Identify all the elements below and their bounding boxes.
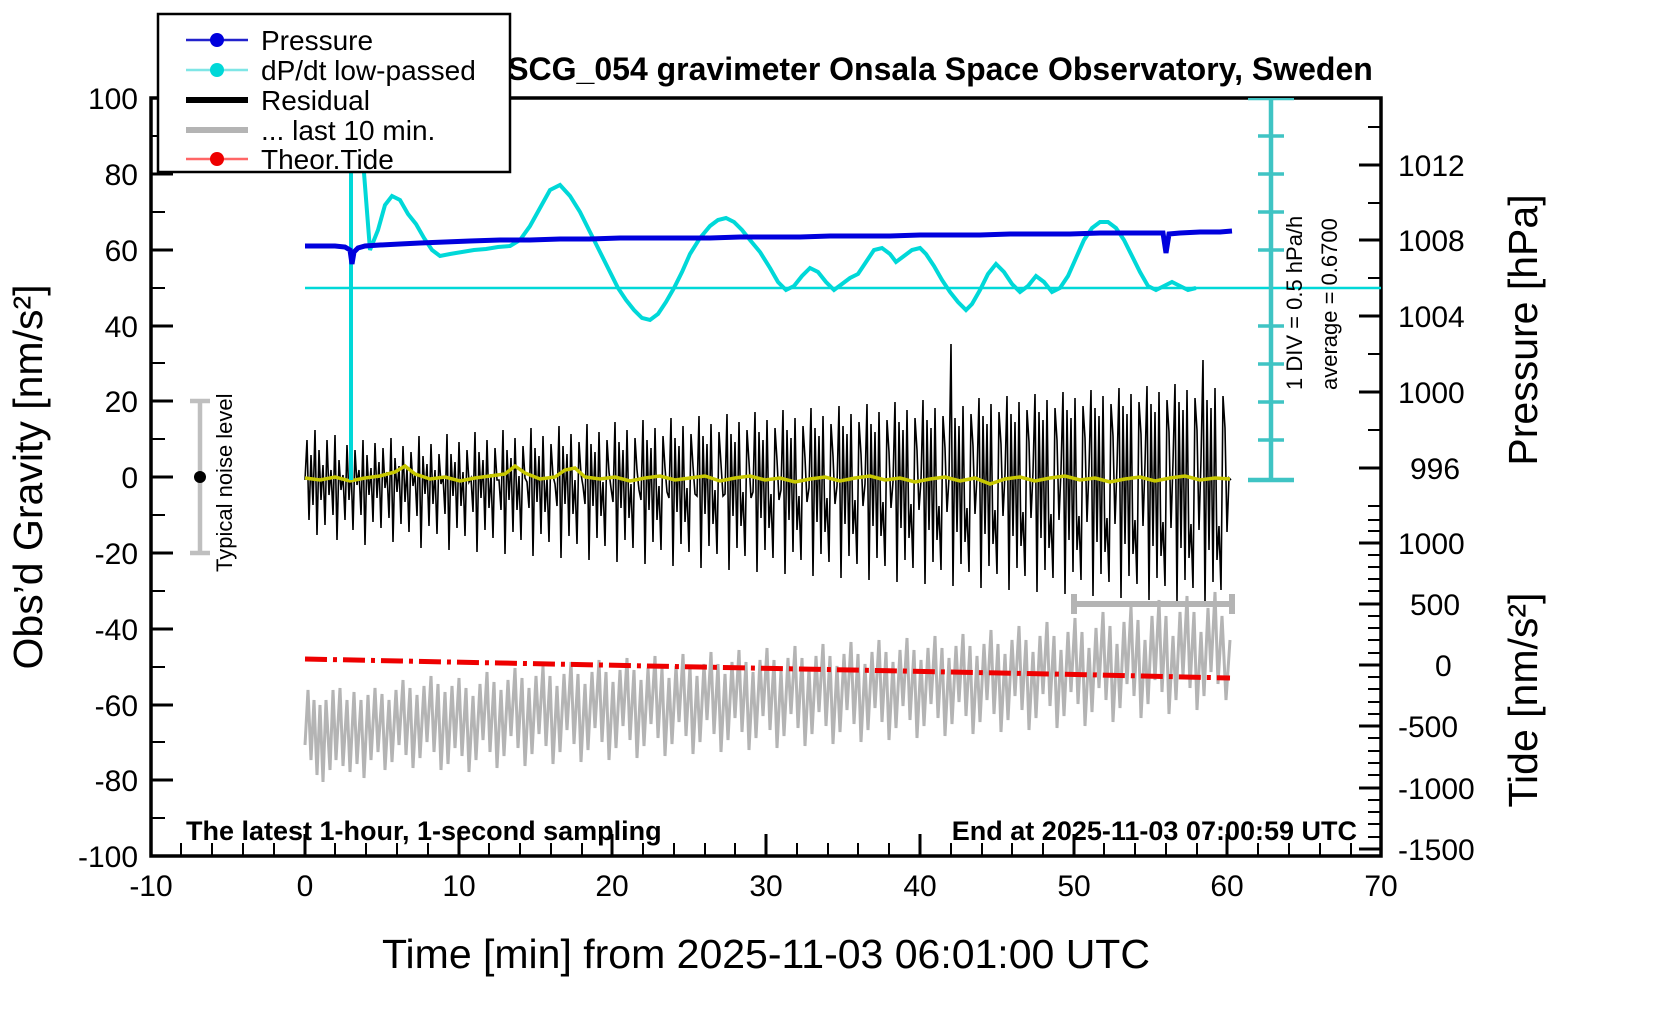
y-right-pressure-title: Pressure [hPa] [1500,194,1546,465]
y-left-tick-40: 40 [105,311,138,344]
y-right-pressure-tick-1008: 1008 [1398,225,1465,258]
legend[interactable]: Pressure dP/dt low-passed Residual ... l… [156,12,512,175]
legend-item-residual[interactable]: Residual [186,85,370,116]
y-right-pressure-tick-996: 996 [1410,453,1460,486]
x-tick-30: 30 [749,870,782,903]
series-theor-tide-trace [304,656,1231,681]
legend-marker-theor-tide [210,152,224,166]
bottom-right-annotation: End at 2025-11-03 07:00:59 UTC [952,816,1357,846]
x-tick-0: 0 [297,870,314,903]
noise-level-marker [190,398,210,556]
noise-level-label: Typical noise level [212,393,237,572]
series-last10-trace [303,591,1232,783]
y-right-tide-tick-1000: 1000 [1398,528,1465,561]
y-left-tick-neg60: -60 [95,690,138,723]
y-left-tick-100: 100 [88,83,138,116]
dpdt-average-label: average = 0.6700 [1317,218,1342,390]
x-tick-neg10: -10 [129,870,172,903]
series-residual-trace [304,343,1232,605]
y-right-tide-tick-neg500: -500 [1398,711,1458,744]
y-left-tick-neg40: -40 [95,614,138,647]
x-axis: -10 0 10 20 30 40 50 60 70 [129,834,1398,903]
legend-marker-dpdt [210,63,224,77]
y-right-pressure-tick-1004: 1004 [1398,301,1465,334]
x-tick-10: 10 [442,870,475,903]
x-tick-60: 60 [1210,870,1243,903]
legend-item-dpdt[interactable]: dP/dt low-passed [186,55,476,86]
legend-marker-pressure [210,33,224,47]
y-left-axis: 100 80 60 40 20 0 -20 -40 -60 -80 -100 [78,83,173,874]
y-right-tide-tick-0: 0 [1435,650,1452,683]
y-right-axis: 1012 1008 1004 1000 996 1000 500 0 -500 … [1359,126,1475,867]
y-left-tick-60: 60 [105,235,138,268]
legend-label-dpdt: dP/dt low-passed [261,55,476,86]
legend-item-last10[interactable]: ... last 10 min. [186,115,435,146]
series-pressure-trace [305,228,1233,265]
y-left-tick-20: 20 [105,386,138,419]
legend-label-pressure: Pressure [261,25,373,56]
y-right-pressure-tick-1000: 1000 [1398,377,1465,410]
legend-item-pressure[interactable]: Pressure [186,25,373,56]
dpdt-division-label: 1 DIV = 0.5 hPa/h [1282,216,1307,390]
legend-label-residual: Residual [261,85,370,116]
legend-label-theor-tide: Theor.Tide [261,144,394,175]
y-left-axis-title: Obs’d Gravity [nm/s²] [5,284,51,669]
y-right-tide-title: Tide [nm/s²] [1500,593,1546,808]
x-tick-50: 50 [1057,870,1090,903]
x-tick-70: 70 [1364,870,1397,903]
y-left-tick-neg80: -80 [95,765,138,798]
bottom-left-annotation: The latest 1-hour, 1-second sampling [186,816,662,846]
y-left-tick-0: 0 [121,462,138,495]
dpdt-scale-bar [1248,98,1294,483]
last10-range-bar [1071,594,1235,614]
y-left-tick-neg100: -100 [78,841,138,874]
legend-label-last10: ... last 10 min. [261,115,435,146]
series-residual-smoothed [304,463,1231,486]
page-title: SCG_054 gravimeter Onsala Space Observat… [507,51,1373,87]
y-right-tide-tick-neg1000: -1000 [1398,773,1475,806]
legend-item-theor-tide[interactable]: Theor.Tide [186,144,394,175]
y-left-tick-neg20: -20 [95,538,138,571]
series-dpdt-trace [349,98,1197,480]
y-right-tide-tick-neg1500: -1500 [1398,834,1475,867]
x-tick-40: 40 [903,870,936,903]
x-tick-20: 20 [595,870,628,903]
y-left-tick-80: 80 [105,159,138,192]
y-right-tide-tick-500: 500 [1410,589,1460,622]
x-axis-title: Time [min] from 2025-11-03 06:01:00 UTC [382,931,1150,977]
y-right-pressure-tick-1012: 1012 [1398,150,1465,183]
